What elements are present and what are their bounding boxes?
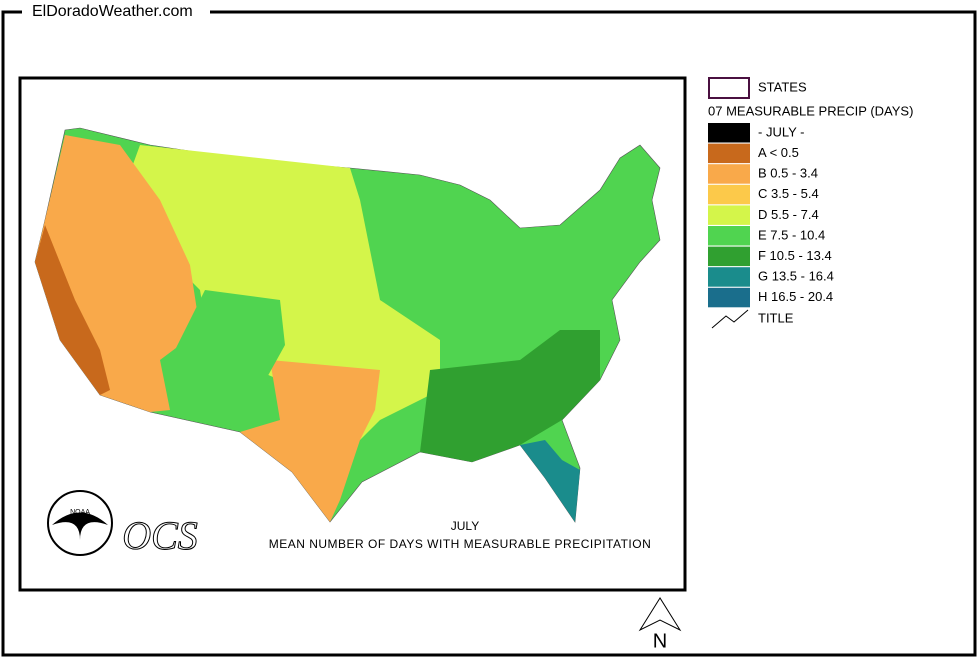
title-backdrop	[22, 2, 210, 22]
legend-swatch	[708, 246, 750, 267]
legend-label: A < 0.5	[758, 145, 799, 160]
legend-label: C 3.5 - 5.4	[758, 186, 819, 201]
legend-label: B 0.5 - 3.4	[758, 166, 818, 181]
legend-label: D 5.5 - 7.4	[758, 207, 819, 222]
zone-b-texas	[240, 360, 380, 522]
noaa-bird	[52, 512, 108, 540]
map-month: JULY	[451, 519, 479, 533]
zone-a-california	[35, 225, 110, 395]
ocs-label: OCS	[122, 513, 198, 558]
states-swatch	[708, 77, 750, 99]
zone-f-southeast	[420, 330, 600, 462]
legend-swatch	[708, 143, 750, 164]
legend-label: G 13.5 - 16.4	[758, 269, 834, 284]
legend-swatch	[708, 205, 750, 225]
legend: - JULY - A < 0.5 B 0.5 - 3.4 C 3.5 - 5.4 D 5…	[708, 123, 834, 308]
noaa-label: NOAA	[70, 509, 90, 516]
map-caption: MEAN NUMBER OF DAYS WITH MEASURABLE PREC…	[269, 537, 652, 551]
legend-label: E 7.5 - 10.4	[758, 227, 825, 242]
zone-g-florida	[520, 440, 580, 522]
site-title: ElDoradoWeather.com	[32, 3, 193, 20]
title-line-icon	[711, 309, 749, 329]
legend-swatch	[708, 164, 750, 184]
legend-label: H 16.5 - 20.4	[758, 289, 833, 304]
legend-label: F 10.5 - 13.4	[758, 248, 832, 263]
legend-swatch	[708, 267, 750, 287]
legend-title: 07 MEASURABLE PRECIP (DAYS)	[708, 103, 913, 118]
legend-label: - JULY -	[758, 124, 804, 139]
outer-frame	[1, 10, 977, 657]
zone-d	[120, 145, 440, 440]
north-label: N	[653, 630, 667, 652]
legend-swatch	[708, 123, 750, 143]
title-line-label: TITLE	[758, 310, 794, 325]
states-label: STATES	[758, 79, 807, 94]
north-arrow	[638, 597, 682, 632]
zone-e-rockies	[170, 290, 285, 420]
map	[34, 127, 661, 523]
legend-swatch	[708, 287, 750, 308]
legend-swatch	[708, 226, 750, 246]
legend-swatch	[708, 184, 750, 205]
